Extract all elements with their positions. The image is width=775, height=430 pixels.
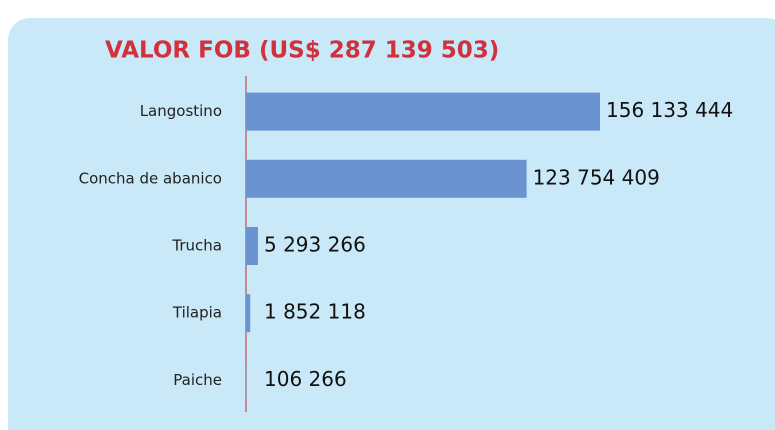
panel bbox=[8, 18, 775, 430]
value-label: 156 133 444 bbox=[606, 98, 733, 122]
bar bbox=[246, 92, 600, 131]
value-label: 1 852 118 bbox=[264, 300, 366, 324]
category-label: Trucha bbox=[171, 237, 222, 255]
chart-title: VALOR FOB (US$ 287 139 503) bbox=[105, 38, 499, 64]
value-label: 106 266 bbox=[264, 367, 347, 391]
value-label: 5 293 266 bbox=[264, 233, 366, 257]
category-label: Langostino bbox=[140, 102, 222, 120]
bar bbox=[246, 227, 259, 265]
value-label: 123 754 409 bbox=[533, 165, 660, 189]
bar bbox=[246, 294, 251, 333]
category-label: Concha de abanico bbox=[79, 169, 222, 187]
bar bbox=[246, 159, 527, 198]
category-label: Paiche bbox=[173, 371, 222, 389]
category-label: Tilapia bbox=[172, 304, 222, 322]
